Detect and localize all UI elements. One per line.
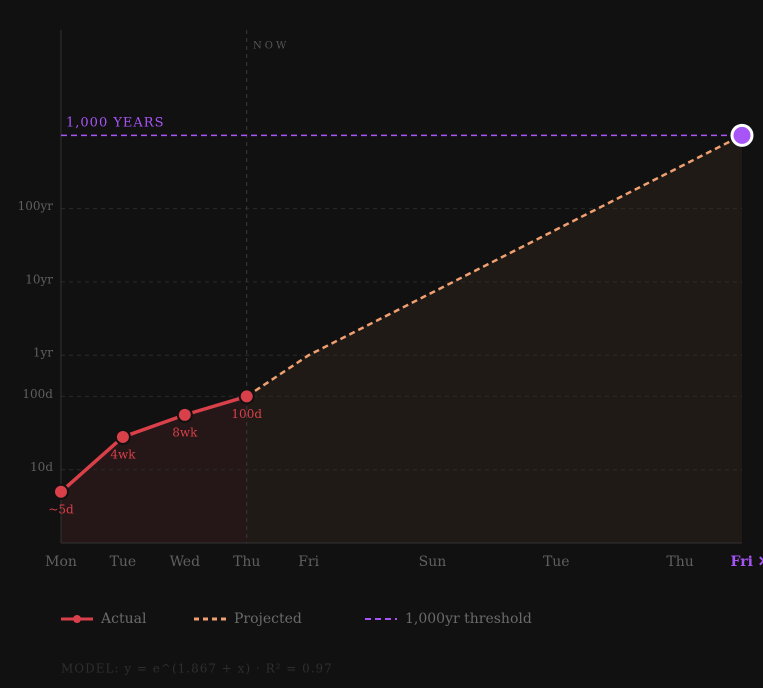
threshold-label: 1,000 YEARS [66, 116, 165, 131]
area [61, 396, 247, 543]
area [246, 135, 742, 543]
x-tick-label: Tue [110, 554, 137, 570]
y-tick-label: 1yr [33, 346, 53, 360]
x-tick-label: Tue [543, 554, 570, 570]
y-tick-label: 10d [30, 460, 53, 474]
legend: Actual Projected 1,000yr threshold [61, 611, 532, 627]
data-point [114, 428, 131, 445]
legend-label: 1,000yr threshold [405, 611, 532, 627]
data-point [238, 388, 255, 405]
x-tick-label: Mon [45, 554, 77, 570]
legend-dot-actual [73, 615, 81, 623]
legend-label: Actual [100, 611, 147, 627]
x-tick-label: Thu [666, 554, 693, 570]
plot: 10d 100d 1yr 10yr 100yr Mon Tue Wed Thu Fri Sun Tue… [18, 30, 763, 570]
x-tick-label: Wed [170, 554, 201, 570]
model-note: MODEL: y = e^(1.867 + x) · R² = 0.97 [61, 662, 333, 676]
data-label: 8wk [172, 425, 198, 439]
data-label: ~5d [48, 502, 74, 516]
series-line [246, 134, 743, 398]
legend-label: Projected [234, 611, 302, 627]
end-marker [730, 123, 754, 147]
data-point [53, 483, 69, 500]
y-tick-label: 100d [22, 387, 53, 401]
data-label: 100d [231, 407, 262, 421]
data-point [176, 406, 193, 423]
data-label: 4wk [110, 447, 136, 461]
y-tick-label: 100yr [18, 199, 54, 213]
x-tick-label: Fri ✕ [731, 554, 763, 570]
x-tick-label: Thu [233, 554, 260, 570]
x-tick-label: Sun [419, 554, 447, 570]
y-tick-label: 10yr [25, 272, 53, 286]
x-tick-label: Fri [298, 554, 319, 570]
series-line [59, 394, 248, 494]
now-label: NOW [253, 41, 289, 52]
